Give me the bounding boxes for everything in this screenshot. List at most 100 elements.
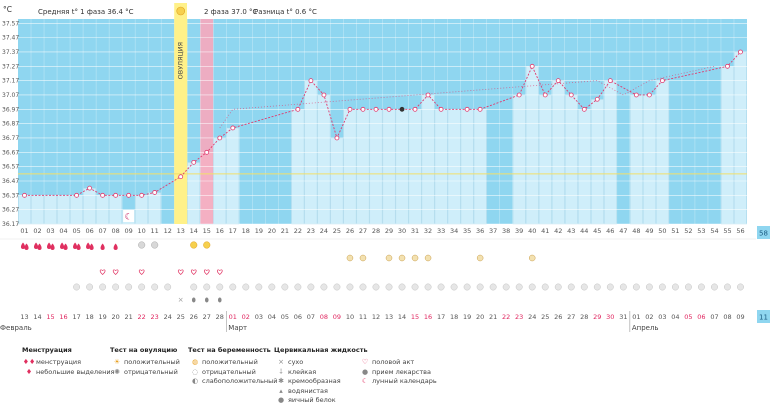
cycle-day-label: 05 [72,227,80,235]
temperature-bar[interactable] [590,99,604,225]
calendar-date-label: 23 [151,313,159,321]
cycle-day-label: 07 [98,227,106,235]
temperature-point[interactable] [399,106,405,112]
medicine-icon [242,283,250,291]
cycle-day-label: 29 [385,227,393,235]
temperature-bar[interactable] [538,94,552,225]
temperature-point[interactable] [139,192,145,198]
temperature-bar[interactable] [83,187,97,225]
calendar-date-label: 13 [385,313,393,321]
menstruation-icon [73,242,78,249]
temperature-bar[interactable] [721,66,734,225]
temperature-point[interactable] [542,92,548,98]
temperature-point[interactable] [334,135,340,141]
calendar-date-label: 05 [281,313,289,321]
legend-item-medicine: ● прием лекарства [358,368,437,378]
medicine-icon [580,283,588,291]
cycle-day-label: 50 [658,227,666,235]
temperature-point[interactable] [725,63,730,69]
cycle-day-label: 52 [684,227,692,235]
temperature-point[interactable] [607,78,613,84]
temperature-point[interactable] [347,106,353,112]
temperature-point[interactable] [646,92,652,98]
legend-item-moon: ☾ лунный календарь [358,377,437,387]
temperature-point[interactable] [581,106,587,112]
calendar-date-label: 31 [619,313,627,321]
pregnancy-test-faint-icon [528,254,536,262]
legend-pregnancy-test-title: Тест на беременность [188,346,271,354]
cycle-day-label: 28 [372,227,380,235]
temperature-bar[interactable] [317,94,331,225]
phase1-average-text: Средняя t° 1 фаза 36.4 °C [38,8,134,16]
cycle-day-label: 24 [320,227,328,235]
temperature-point[interactable] [100,192,106,198]
temperature-point[interactable] [386,106,392,112]
cycle-day-label: 42 [554,227,562,235]
temperature-bar[interactable] [421,94,435,225]
temperature-bar[interactable] [148,192,162,225]
temperature-point[interactable] [321,92,327,98]
temperature-point[interactable] [412,106,418,112]
temperature-point[interactable] [568,92,574,98]
calendar-date-label: 15 [46,313,54,321]
temperature-point[interactable] [738,49,743,55]
temperature-point[interactable] [204,149,210,155]
temperature-point[interactable] [308,78,314,84]
cycle-day-label: 48 [632,227,640,235]
cycle-day-label: 06 [85,227,93,235]
temperature-point[interactable] [555,78,561,84]
spotting-icon [113,243,118,250]
temperature-point[interactable] [191,159,197,165]
calendar-date-label: 04 [671,313,679,321]
temperature-point[interactable] [113,192,119,198]
temperature-point[interactable] [126,192,132,198]
temperature-point[interactable] [373,106,379,112]
temperature-point[interactable] [516,92,522,98]
calendar-date-label: 16 [59,313,67,321]
cycle-day-label: 12 [164,227,172,235]
temperature-point[interactable] [295,106,301,112]
calendar-date-label: 08 [320,313,328,321]
temperature-point[interactable] [230,125,236,131]
medicine-icon [515,283,523,291]
cycle-day-label: 14 [190,227,198,235]
temperature-bar[interactable] [629,94,643,225]
temperature-point[interactable] [178,174,184,180]
cycle-day-label: 34 [450,227,458,235]
temperature-point[interactable] [425,92,431,98]
medicine-icon [138,283,146,291]
temperature-point[interactable] [438,106,444,112]
calendar-date-label: 19 [98,313,106,321]
temperature-point[interactable] [477,106,483,112]
temperature-point[interactable] [87,185,92,191]
cycle-day-label: 55 [723,227,731,235]
temperature-bar[interactable] [187,162,201,225]
menstruation-icon [46,242,52,249]
calendar-date-label: 22 [138,313,146,321]
temperature-bar[interactable] [564,94,578,225]
temperature-point[interactable] [152,190,158,195]
temperature-point[interactable] [464,106,470,112]
temperature-bar[interactable] [642,94,656,225]
legend-item-pregnancy-negative: ◌ отрицательный [188,368,278,378]
legend-item-ovulation-positive: ☀ положительный [110,358,180,368]
ovulation-band[interactable] [174,3,188,224]
temperature-point[interactable] [659,78,665,84]
temperature-point[interactable] [633,92,639,98]
temperature-bar[interactable] [512,94,526,225]
calendar-date-label: 06 [294,313,302,321]
date-badge[interactable] [757,310,770,323]
temperature-point[interactable] [529,63,535,69]
temperature-point[interactable] [594,96,600,102]
pill-icon: ● [361,367,369,376]
temperature-point[interactable] [74,192,79,198]
temperature-bar[interactable] [525,66,539,225]
temperature-point[interactable] [22,192,27,198]
temperature-point[interactable] [217,135,223,141]
calendar-date-label: 03 [658,313,666,321]
temperature-point[interactable] [360,106,366,112]
calendar-date-label: 19 [463,313,471,321]
y-tick-label: 36.47 [2,178,19,185]
cycle-day-label: 04 [59,227,67,235]
cycle-length-badge[interactable] [757,226,770,239]
